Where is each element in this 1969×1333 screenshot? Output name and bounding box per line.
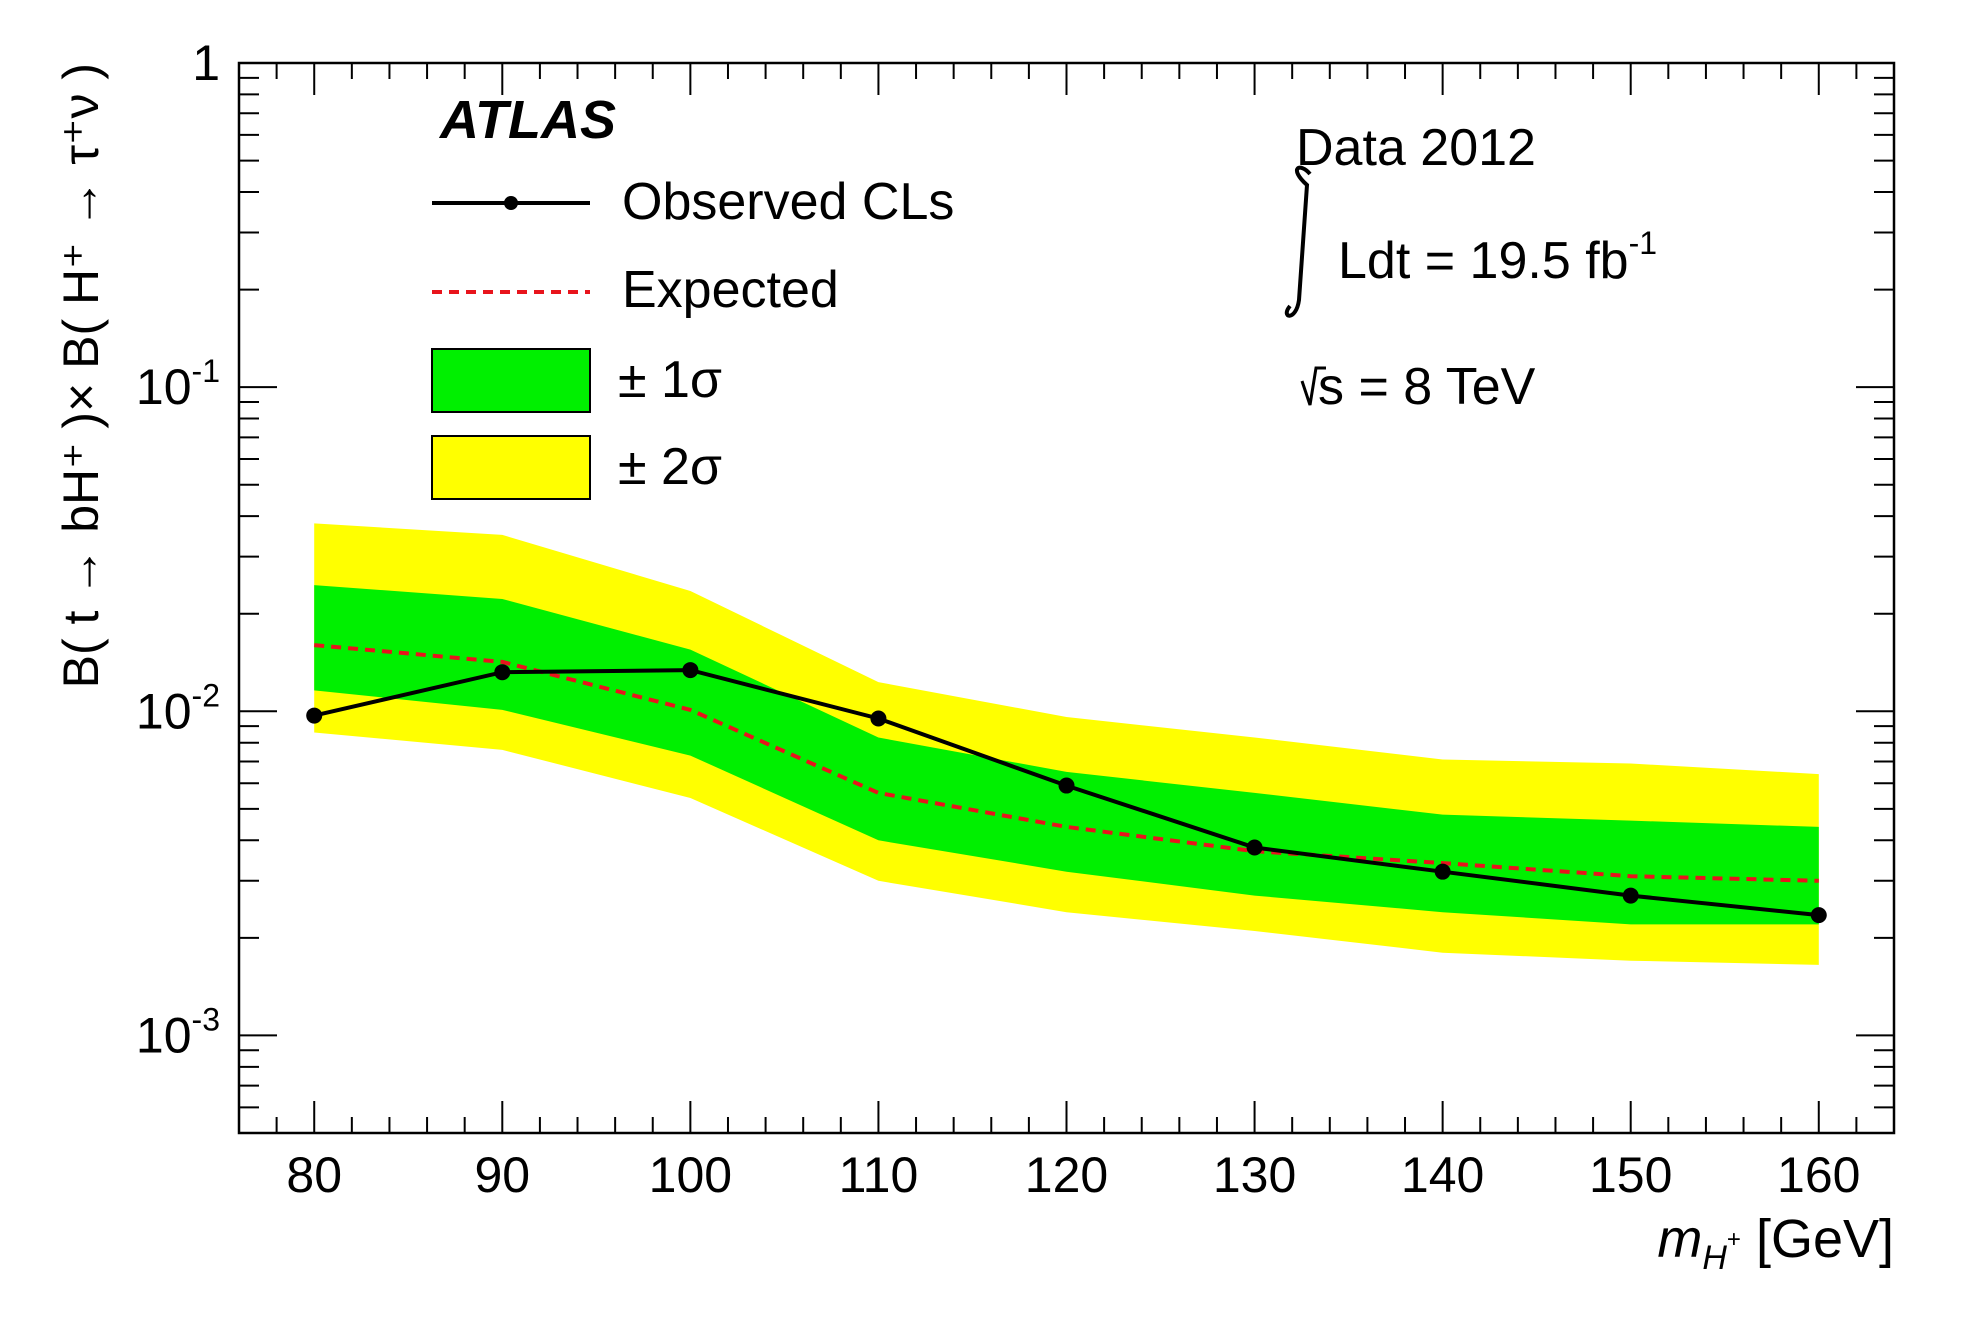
y-axis-title: B( t → bH⁺ )× B( H⁺ → τ⁺ν )	[53, 63, 109, 688]
annotations: Data 2012 Ldt = 19.5 fb-1 s = 8 TeV	[1284, 119, 1657, 416]
legend-observed-label: Observed CLs	[622, 173, 954, 231]
legend-1sigma-label: ± 1σ	[618, 351, 722, 409]
legend-expected-label: Expected	[622, 261, 839, 319]
y-tick-label-0: 1	[192, 35, 220, 91]
observed-point-100	[682, 662, 699, 679]
observed-point-160	[1810, 907, 1827, 924]
observed-point-140	[1434, 863, 1451, 880]
legend-2sigma-swatch	[431, 435, 591, 500]
x-tick-label-110: 110	[839, 1147, 919, 1203]
legend-2sigma-label: ± 2σ	[618, 438, 722, 496]
observed-point-150	[1622, 887, 1639, 904]
observed-point-80	[306, 707, 323, 724]
x-tick-label-140: 140	[1401, 1147, 1484, 1203]
luminosity-label: Ldt = 19.5 fb-1	[1338, 225, 1657, 290]
x-axis-title: mH+ [GeV]	[1657, 1209, 1894, 1277]
sqrt-sign-icon	[1300, 366, 1326, 406]
luminosity-exponent: -1	[1629, 225, 1657, 261]
legend-observed-marker	[504, 196, 518, 210]
axis-tick-labels: 80 90 100 110 120 130 140 150 160 1 10-1 10-2 10-3	[136, 35, 1861, 1203]
x-tick-label-90: 90	[474, 1147, 530, 1203]
observed-point-110	[870, 710, 887, 727]
legend: ATLAS Observed CLs Expected ± 1σ ± 2σ	[431, 90, 954, 500]
x-tick-label-160: 160	[1777, 1147, 1860, 1203]
integral-sign-icon	[1284, 165, 1312, 318]
x-tick-label-100: 100	[649, 1147, 732, 1203]
atlas-label: ATLAS	[438, 90, 616, 150]
x-tick-label-150: 150	[1589, 1147, 1672, 1203]
legend-1sigma-swatch	[431, 348, 591, 413]
y-tick-label-1: 10-1	[136, 353, 220, 415]
sigma-bands	[314, 523, 1819, 965]
x-tick-label-130: 130	[1213, 1147, 1296, 1203]
observed-point-120	[1058, 777, 1075, 794]
plot-frame	[237, 61, 1896, 1135]
expected-limit-line	[314, 643, 1819, 883]
data-year-label: Data 2012	[1296, 119, 1536, 177]
axis-ticks	[238, 62, 1895, 1134]
x-tick-label-120: 120	[1025, 1147, 1108, 1203]
energy-label: s = 8 TeV	[1318, 358, 1536, 416]
observed-point-130	[1246, 839, 1263, 856]
x-tick-label-80: 80	[286, 1147, 342, 1203]
limit-lines	[306, 643, 1827, 924]
y-tick-label-2: 10-2	[136, 677, 220, 739]
y-tick-label-3: 10-3	[136, 1001, 220, 1063]
observed-point-90	[494, 664, 511, 681]
